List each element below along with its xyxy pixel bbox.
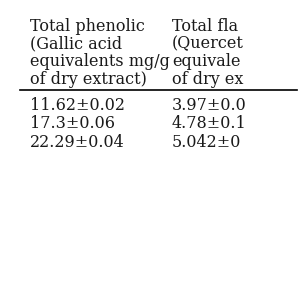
- Text: 3.97±0.0: 3.97±0.0: [172, 97, 247, 114]
- Text: equivalents mg/g: equivalents mg/g: [30, 53, 170, 70]
- Text: Total fla: Total fla: [172, 18, 238, 35]
- Text: of dry ex: of dry ex: [172, 71, 243, 88]
- Text: 4.78±0.1: 4.78±0.1: [172, 115, 247, 132]
- Text: 17.3±0.06: 17.3±0.06: [30, 115, 115, 132]
- Text: (Gallic acid: (Gallic acid: [30, 36, 122, 53]
- Text: 5.042±0: 5.042±0: [172, 134, 241, 151]
- Text: Total phenolic: Total phenolic: [30, 18, 145, 35]
- Text: 11.62±0.02: 11.62±0.02: [30, 97, 125, 114]
- Text: equivale: equivale: [172, 53, 240, 70]
- Text: (Quercet: (Quercet: [172, 36, 244, 53]
- Text: of dry extract): of dry extract): [30, 71, 147, 88]
- Text: 22.29±0.04: 22.29±0.04: [30, 134, 125, 151]
